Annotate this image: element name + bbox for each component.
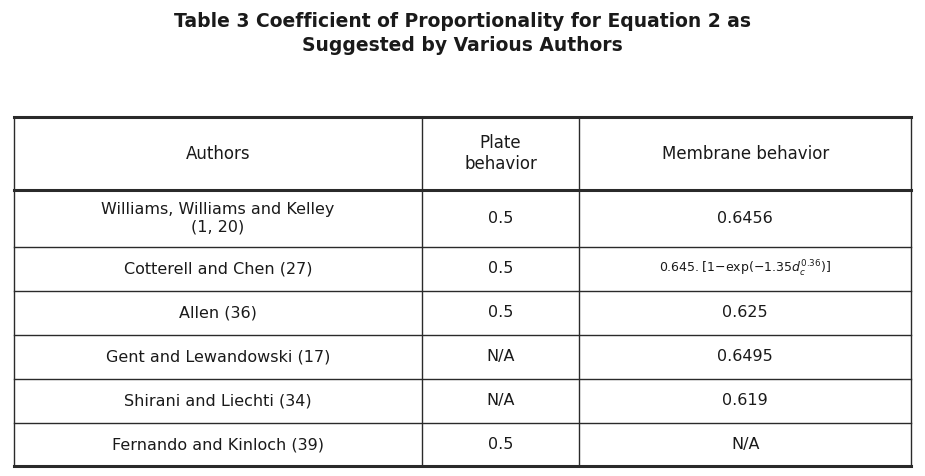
Text: 0.6456: 0.6456 xyxy=(717,211,773,226)
Text: Fernando and Kinloch (39): Fernando and Kinloch (39) xyxy=(112,437,324,452)
Text: Shirani and Liechti (34): Shirani and Liechti (34) xyxy=(124,393,312,408)
Text: Allen (36): Allen (36) xyxy=(179,305,257,320)
Text: N/A: N/A xyxy=(487,393,515,408)
Text: 0.5: 0.5 xyxy=(488,261,513,277)
Text: N/A: N/A xyxy=(487,349,515,364)
Text: Authors: Authors xyxy=(186,145,251,162)
Text: $0.645.[1\!-\!\mathrm{exp}(-1.35d_c^{0.36})]$: $0.645.[1\!-\!\mathrm{exp}(-1.35d_c^{0.3… xyxy=(660,259,832,279)
Text: 0.5: 0.5 xyxy=(488,211,513,226)
Text: 0.5: 0.5 xyxy=(488,437,513,452)
Text: 0.625: 0.625 xyxy=(722,305,768,320)
Text: Membrane behavior: Membrane behavior xyxy=(661,145,829,162)
Text: 0.6495: 0.6495 xyxy=(717,349,773,364)
Text: Gent and Lewandowski (17): Gent and Lewandowski (17) xyxy=(105,349,330,364)
Text: Plate
behavior: Plate behavior xyxy=(464,134,537,173)
Text: Table 3 Coefficient of Proportionality for Equation 2 as
Suggested by Various Au: Table 3 Coefficient of Proportionality f… xyxy=(174,12,751,55)
Text: Williams, Williams and Kelley
(1, 20): Williams, Williams and Kelley (1, 20) xyxy=(102,202,335,235)
Text: 0.619: 0.619 xyxy=(722,393,768,408)
Text: 0.5: 0.5 xyxy=(488,305,513,320)
Text: Cotterell and Chen (27): Cotterell and Chen (27) xyxy=(124,261,313,277)
Text: N/A: N/A xyxy=(731,437,759,452)
